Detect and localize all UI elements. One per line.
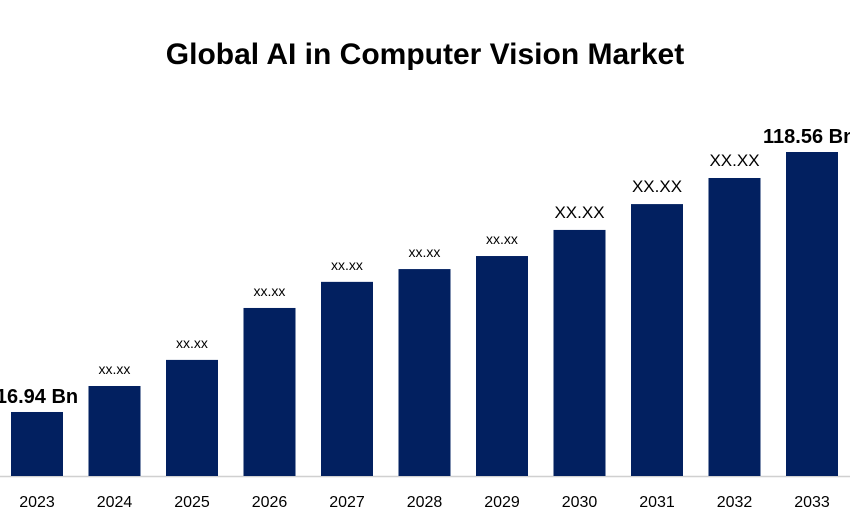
bar-2032 [708, 177, 761, 476]
bar-2033 [786, 152, 838, 476]
bar-2027 [321, 281, 373, 476]
data-label: xx.xx [176, 335, 208, 351]
bar-2029 [476, 256, 528, 476]
data-label: XX.XX [709, 151, 759, 170]
x-tick-label: 2026 [252, 494, 288, 511]
x-tick-label: 2030 [562, 494, 598, 511]
x-tick-label: 2031 [639, 494, 675, 511]
data-label: XX.XX [632, 177, 682, 196]
x-tick-label: 2023 [19, 494, 55, 511]
data-label: xx.xx [99, 361, 131, 377]
x-tick-label: 2033 [794, 494, 830, 511]
data-label: xx.xx [409, 244, 441, 260]
x-tick-label: 2027 [329, 494, 365, 511]
bar-2028 [398, 269, 451, 476]
bar-2030 [553, 229, 606, 476]
bar-2031 [631, 204, 683, 476]
bar-2025 [166, 359, 218, 476]
bar-2024 [88, 385, 141, 476]
data-label: xx.xx [331, 257, 363, 273]
x-tick-label: 2029 [484, 494, 520, 511]
data-label: 16.94 Bn [0, 386, 78, 408]
data-label: xx.xx [486, 231, 518, 247]
data-label: xx.xx [254, 283, 286, 299]
data-label: 118.56 Bn [763, 126, 850, 148]
chart-title: Global AI in Computer Vision Market [165, 38, 685, 71]
bar-2026 [243, 307, 296, 476]
x-tick-label: 2024 [97, 494, 133, 511]
data-label: XX.XX [554, 203, 604, 222]
x-tick-label: 2025 [174, 494, 210, 511]
bar-2023 [11, 411, 63, 476]
x-tick-label: 2032 [717, 494, 753, 511]
x-tick-label: 2028 [407, 494, 443, 511]
